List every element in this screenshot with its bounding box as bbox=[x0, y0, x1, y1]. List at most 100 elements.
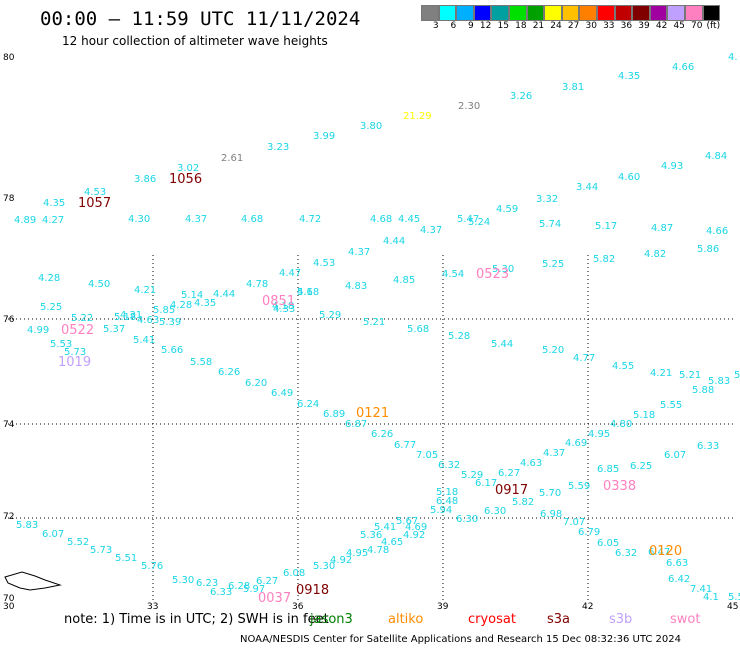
colorbar-label: 15 bbox=[497, 21, 509, 31]
wave-height-label: 5.25 bbox=[40, 302, 62, 313]
wave-height-label: 4. bbox=[728, 52, 738, 63]
wave-height-label: 4.28 bbox=[170, 300, 192, 311]
pass-time-label: 0917 bbox=[495, 483, 528, 498]
wave-height-label: 6.63 bbox=[666, 558, 688, 569]
wave-height-label: 6.79 bbox=[578, 527, 600, 538]
wave-height-label: 5.17 bbox=[595, 221, 617, 232]
wave-height-label: 6.33 bbox=[210, 587, 232, 598]
wave-height-label: 4.31 bbox=[120, 310, 142, 321]
colorbar-label: 39 bbox=[638, 21, 650, 31]
wave-height-label: 5.22 bbox=[71, 313, 93, 324]
pass-time-label: 1019 bbox=[58, 355, 91, 370]
wave-height-label: 4.92 bbox=[403, 530, 425, 541]
wave-height-label: 5.44 bbox=[491, 339, 513, 350]
lon-label: 39 bbox=[437, 602, 449, 612]
wave-height-label: 5.51 bbox=[115, 553, 137, 564]
wave-height-label: 5.14 bbox=[181, 290, 203, 301]
colorbar-swatch bbox=[649, 5, 668, 21]
wave-height-label: 4.66 bbox=[706, 226, 728, 237]
wave-height-label: 4.60 bbox=[618, 172, 640, 183]
wave-height-label: 6.87 bbox=[345, 419, 367, 430]
pass-time-label: 0120 bbox=[649, 544, 682, 559]
wave-height-label: 4.37 bbox=[543, 448, 565, 459]
footer-note: note: 1) Time is in UTC; 2) SWH is in fe… bbox=[64, 612, 329, 627]
wave-height-label: 4.27 bbox=[42, 215, 64, 226]
wave-height-label: 2.61 bbox=[221, 153, 243, 164]
legend-item-s3b: s3b bbox=[609, 612, 633, 627]
wave-height-label: 4.93 bbox=[661, 161, 683, 172]
pass-time-label: 0918 bbox=[296, 583, 329, 598]
wave-height-label: 4.21 bbox=[134, 285, 156, 296]
wave-height-label: 4.85 bbox=[393, 275, 415, 286]
wave-height-label: 4.69 bbox=[405, 522, 427, 533]
pass-time-label: 1056 bbox=[169, 172, 202, 187]
wave-height-label: 4.82 bbox=[644, 249, 666, 260]
wave-height-label: 6.49 bbox=[271, 388, 293, 399]
wave-height-label: 5.29 bbox=[461, 470, 483, 481]
colorbar-swatch bbox=[614, 5, 633, 21]
wave-height-label: 4.95 bbox=[588, 429, 610, 440]
wave-height-label: 4.55 bbox=[612, 361, 634, 372]
colorbar-swatch bbox=[456, 5, 474, 21]
wave-height-label: 4.54 bbox=[442, 269, 464, 280]
lon-label: 42 bbox=[582, 602, 593, 612]
wave-height-label: 6.23 bbox=[196, 578, 218, 589]
wave-height-label: 3.86 bbox=[0, 0, 22, 3]
wave-height-label: 3.99 bbox=[313, 131, 335, 142]
lat-label: 72 bbox=[3, 512, 14, 522]
wave-height-label: 4.63 bbox=[137, 315, 159, 326]
wave-height-label: 4.45 bbox=[398, 214, 420, 225]
wave-height-label: 5.82 bbox=[512, 497, 534, 508]
wave-height-label: 6.30 bbox=[484, 506, 506, 517]
wave-height-label: 3.32 bbox=[536, 194, 558, 205]
wave-height-label: 4.72 bbox=[299, 214, 321, 225]
wave-height-label: 6.27 bbox=[256, 576, 278, 587]
wave-height-label: 5.52 bbox=[67, 537, 89, 548]
wave-height-label: 4.53 bbox=[313, 258, 335, 269]
lat-label: 70 bbox=[3, 594, 15, 604]
colorbar-label: 24 bbox=[550, 21, 562, 31]
page-title: 00:00 – 11:59 UTC 11/11/2024 bbox=[40, 8, 361, 30]
colorbar-swatch bbox=[579, 5, 597, 21]
pass-time-label: 0121 bbox=[356, 406, 389, 421]
pass-time-label: 0523 bbox=[476, 267, 509, 282]
colorbar-swatch bbox=[632, 5, 650, 21]
lat-label: 80 bbox=[3, 53, 15, 63]
wave-height-label: 6.32 bbox=[615, 548, 637, 559]
wave-height-label: 4.54 bbox=[0, 0, 22, 3]
colorbar-labels: 3 6 9 12 15 18 21 24 27 30 33 36 39 42 45 70 (ft) bbox=[421, 21, 731, 31]
wave-height-label: 5.18 bbox=[297, 287, 319, 298]
legend-item-swot: swot bbox=[670, 612, 701, 627]
wave-height-label: 5.88 bbox=[692, 385, 714, 396]
colorbar-legend: 3 6 9 12 15 18 21 24 27 30 33 36 39 42 45 70 (ft) bbox=[421, 5, 731, 37]
wave-height-label: 5.47 bbox=[457, 214, 479, 225]
wave-height-label: 5.29 bbox=[319, 310, 341, 321]
wave-height-label: 4.78 bbox=[246, 279, 268, 290]
wave-height-label: 4.50 bbox=[88, 279, 110, 290]
wave-height-label: 6.98 bbox=[540, 509, 562, 520]
wave-height-label: 4.47 bbox=[279, 268, 301, 279]
wave-height-label: 4.87 bbox=[651, 223, 673, 234]
lon-label: 45 bbox=[727, 602, 738, 612]
wave-height-label: 5.86 bbox=[697, 244, 719, 255]
wave-height-label: 4.35 bbox=[43, 198, 65, 209]
wave-height-label: 6.26 bbox=[218, 367, 240, 378]
colorbar-swatch bbox=[667, 5, 685, 21]
colorbar-swatch bbox=[544, 5, 562, 21]
wave-height-label: 5.20 bbox=[542, 345, 564, 356]
wave-height-label: 4.83 bbox=[345, 281, 367, 292]
wave-height-label: 5.21 bbox=[679, 370, 701, 381]
colorbar-swatch bbox=[702, 5, 721, 21]
lon-label: 30 bbox=[3, 602, 15, 612]
colorbar-label: 45 bbox=[673, 21, 685, 31]
wave-height-label: 5.74 bbox=[539, 219, 561, 230]
wave-height-label: 6.05 bbox=[597, 538, 619, 549]
colorbar-label: 6 bbox=[450, 21, 457, 31]
pass-time-label: 0338 bbox=[603, 479, 636, 494]
wave-height-label: 4.21 bbox=[650, 368, 672, 379]
wave-height-label: 2.30 bbox=[458, 101, 480, 112]
lat-label: 78 bbox=[3, 194, 15, 204]
wave-height-label: 5.96 bbox=[734, 370, 740, 381]
colorbar-swatch bbox=[421, 5, 439, 21]
wave-height-label: 5.94 bbox=[430, 505, 452, 516]
